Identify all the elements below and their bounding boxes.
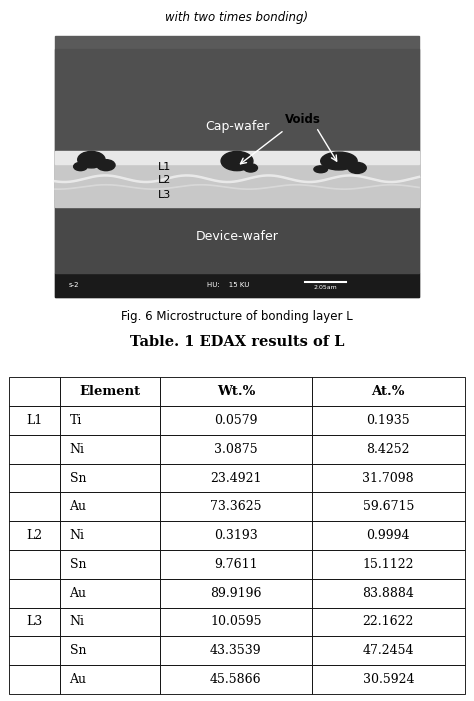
Text: Voids: Voids	[284, 112, 320, 125]
Ellipse shape	[221, 151, 253, 170]
Bar	[55, 151, 419, 164]
Bar	[55, 154, 419, 207]
Bar	[55, 273, 419, 297]
Text: L2: L2	[157, 175, 171, 185]
Ellipse shape	[314, 166, 328, 172]
Text: Fig. 6 Microstructure of bonding layer L: Fig. 6 Microstructure of bonding layer L	[121, 310, 353, 322]
Text: L3: L3	[157, 190, 171, 200]
Ellipse shape	[78, 151, 105, 168]
Ellipse shape	[321, 152, 357, 170]
Bar	[55, 200, 419, 273]
Text: s-2: s-2	[69, 283, 79, 288]
Text: Cap-wafer: Cap-wafer	[205, 120, 269, 132]
Text: Table. 1 EDAX results of L: Table. 1 EDAX results of L	[130, 335, 344, 349]
Ellipse shape	[97, 160, 115, 170]
Text: with two times bonding): with two times bonding)	[165, 11, 309, 24]
Ellipse shape	[244, 164, 257, 172]
Bar	[55, 49, 419, 200]
Text: L1: L1	[157, 162, 171, 172]
Text: Device-wafer: Device-wafer	[196, 231, 278, 243]
Text: HU:    15 KU: HU: 15 KU	[207, 283, 249, 288]
Ellipse shape	[73, 163, 87, 170]
Bar	[55, 36, 419, 297]
Ellipse shape	[348, 163, 366, 173]
Text: 2.05am: 2.05am	[314, 285, 337, 290]
